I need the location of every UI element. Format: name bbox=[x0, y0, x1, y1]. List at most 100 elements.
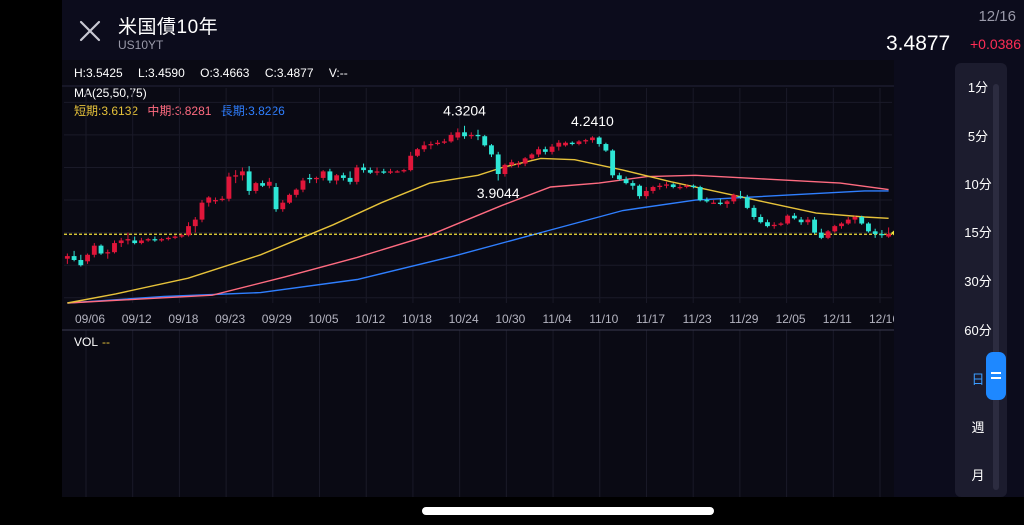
candle-body bbox=[724, 201, 730, 204]
candle-body bbox=[556, 142, 562, 147]
candle-body bbox=[731, 194, 737, 202]
candle bbox=[596, 136, 602, 147]
candle-body bbox=[886, 233, 892, 237]
timeframe-scroll-track[interactable] bbox=[993, 84, 999, 490]
candle bbox=[152, 236, 158, 242]
candle bbox=[314, 176, 319, 184]
timeframe-option[interactable]: 日 bbox=[971, 372, 985, 387]
x-tick-label: 09/06 bbox=[75, 312, 105, 326]
candle bbox=[643, 187, 649, 199]
candle bbox=[354, 164, 360, 185]
candle bbox=[260, 180, 266, 188]
candle-body bbox=[563, 142, 568, 146]
timeframe-option[interactable]: 15分 bbox=[964, 225, 992, 240]
candle bbox=[253, 181, 259, 194]
candle bbox=[738, 190, 743, 199]
volume-label-text: VOL bbox=[74, 335, 99, 349]
candle-body bbox=[98, 245, 104, 254]
candle bbox=[677, 184, 683, 190]
timeframe-option[interactable]: 5分 bbox=[967, 129, 989, 144]
candle bbox=[105, 249, 111, 259]
candle bbox=[367, 167, 373, 174]
candle bbox=[690, 184, 696, 189]
price-change: +0.0386 bbox=[970, 36, 1021, 52]
candle-body bbox=[334, 175, 340, 181]
candle bbox=[536, 146, 542, 158]
candle bbox=[832, 224, 838, 233]
candle bbox=[583, 138, 589, 145]
candle-body bbox=[112, 243, 117, 253]
candle bbox=[724, 200, 730, 208]
candle-body bbox=[596, 137, 602, 145]
candle bbox=[98, 244, 104, 255]
ohlc-high: H:3.5425 bbox=[74, 66, 123, 80]
timeframe-option[interactable]: 週 bbox=[971, 420, 985, 435]
candle-body bbox=[280, 202, 286, 210]
quote-date: 12/16 bbox=[978, 8, 1016, 25]
candle-body bbox=[219, 198, 225, 201]
candle bbox=[818, 228, 824, 240]
candle-body bbox=[179, 235, 185, 237]
candle bbox=[563, 141, 568, 147]
candle bbox=[852, 215, 858, 224]
candle-body bbox=[381, 171, 387, 173]
timeframe-option[interactable]: 月 bbox=[971, 468, 985, 483]
candle-body bbox=[388, 171, 393, 173]
candle bbox=[576, 140, 582, 146]
candle bbox=[199, 200, 205, 223]
candle-body bbox=[805, 219, 811, 223]
candle bbox=[448, 132, 454, 143]
candle-body bbox=[657, 185, 663, 188]
instrument-title: 米国債10年 bbox=[118, 17, 219, 38]
candle bbox=[872, 228, 878, 238]
candle-body bbox=[414, 149, 420, 156]
candle bbox=[85, 253, 90, 264]
timeframe-option[interactable]: 10分 bbox=[964, 177, 992, 192]
candle-body bbox=[677, 187, 683, 189]
ma-long-line bbox=[67, 190, 889, 304]
candle bbox=[791, 213, 797, 220]
candle-body bbox=[165, 237, 171, 240]
candle bbox=[590, 136, 595, 143]
candle-body bbox=[213, 200, 218, 202]
candle-body bbox=[374, 171, 380, 173]
candle-body bbox=[482, 136, 488, 146]
candle bbox=[179, 233, 185, 238]
timeframe-scroll-handle[interactable] bbox=[986, 352, 1006, 400]
candle-body bbox=[367, 170, 373, 173]
candle bbox=[650, 185, 656, 194]
candle-body bbox=[583, 140, 589, 142]
timeframe-option[interactable]: 30分 bbox=[964, 274, 992, 289]
candle-body bbox=[448, 134, 454, 142]
candle bbox=[744, 194, 750, 210]
x-tick-label: 11/23 bbox=[683, 312, 712, 326]
candle bbox=[462, 125, 467, 139]
candle bbox=[717, 198, 723, 206]
candle bbox=[711, 200, 717, 204]
candle bbox=[502, 163, 508, 177]
candle bbox=[623, 176, 629, 185]
candle-body bbox=[394, 171, 400, 173]
home-indicator[interactable] bbox=[422, 507, 714, 515]
candle-body bbox=[812, 219, 818, 233]
x-tick-label: 12/11 bbox=[823, 312, 852, 326]
ma-mid-line bbox=[67, 174, 889, 304]
candle-body bbox=[529, 154, 535, 159]
close-button[interactable] bbox=[76, 18, 104, 44]
candle bbox=[509, 159, 515, 168]
candle bbox=[771, 222, 777, 229]
candle-body bbox=[246, 171, 252, 191]
candle-body bbox=[361, 167, 366, 171]
candle bbox=[414, 147, 420, 158]
timeframe-option[interactable]: 1分 bbox=[967, 80, 989, 95]
candle bbox=[91, 243, 97, 258]
timeframe-option[interactable]: 60分 bbox=[964, 323, 992, 338]
candle-body bbox=[825, 231, 831, 238]
candle bbox=[428, 141, 434, 150]
candle bbox=[542, 146, 548, 155]
candle-body bbox=[489, 145, 494, 155]
candle bbox=[71, 250, 77, 262]
candle bbox=[347, 171, 353, 185]
volume-label: VOL -- bbox=[74, 335, 110, 349]
